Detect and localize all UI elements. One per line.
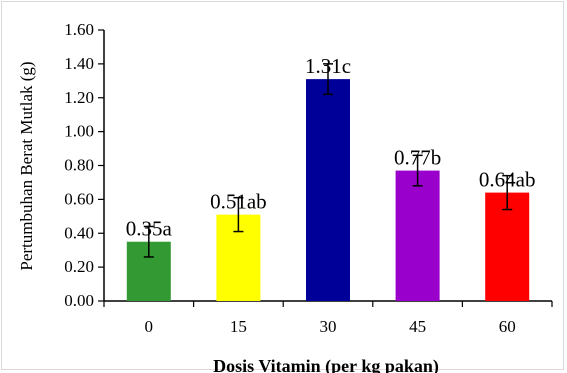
data-label: 0.51ab xyxy=(210,190,267,214)
x-axis-title: Dosis Vitamin (per kg pakan) xyxy=(213,356,439,373)
y-tick-label: 1.20 xyxy=(64,88,94,107)
x-tick-label: 30 xyxy=(320,317,337,336)
y-tick-label: 0.00 xyxy=(64,291,94,310)
bar xyxy=(306,79,350,302)
y-axis-title: Pertumbuhan Berat Mutlak (g) xyxy=(17,61,36,270)
y-tick-label: 1.40 xyxy=(64,54,94,73)
bar xyxy=(485,192,530,301)
bar xyxy=(395,170,440,301)
x-tick-label: 0 xyxy=(145,317,154,336)
y-tick-label: 1.00 xyxy=(64,122,94,141)
y-tick-label: 1.60 xyxy=(64,20,94,39)
y-tick-label: 0.80 xyxy=(64,156,94,175)
plot-area: 0.00 0.20 0.40 0.60 0.80 1.00 1.20 1.40 1.60 0.35… xyxy=(64,20,553,336)
data-label: 1.31c xyxy=(305,54,351,78)
data-label: 0.77b xyxy=(394,146,441,170)
x-tick-label: 60 xyxy=(499,317,516,336)
data-label: 0.64ab xyxy=(479,168,536,192)
x-tick-label: 45 xyxy=(409,317,426,336)
y-tick-label: 0.40 xyxy=(64,223,94,242)
data-label: 0.35a xyxy=(126,217,173,241)
y-tick-label: 0.60 xyxy=(64,189,94,208)
y-tick-label: 0.20 xyxy=(64,257,94,276)
x-tick-label: 15 xyxy=(230,317,247,336)
